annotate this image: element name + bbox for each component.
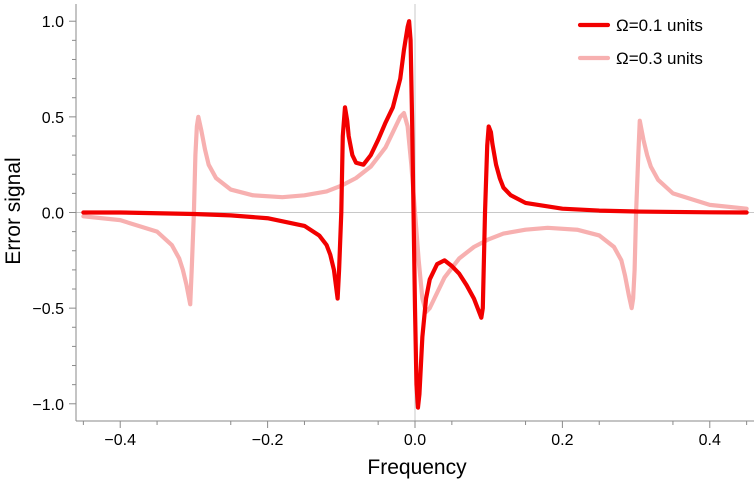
x-tick-label: 0.4 [699,432,721,449]
y-tick-label: −1.0 [32,397,64,414]
y-axis: −1.0 −0.5 0.0 0.5 1.0 [32,14,76,414]
x-tick-label: 0.0 [404,432,426,449]
x-axis: −0.4 −0.2 0.0 0.2 0.4 [82,421,748,449]
x-axis-title: Frequency [367,456,467,479]
y-tick-label: −0.5 [32,301,64,318]
legend-label: Ω=0.3 units [616,49,703,68]
y-tick-label: 1.0 [42,14,64,31]
series-layer [81,19,749,410]
x-tick-label: −0.2 [252,432,284,449]
x-tick-label: −0.4 [104,432,136,449]
y-axis-title: Error signal [2,157,25,264]
series-line-1 [81,19,749,410]
x-tick-label: 0.2 [551,432,573,449]
legend: Ω=0.1 units Ω=0.3 units [577,16,703,68]
y-tick-label: 0.0 [42,206,64,223]
y-tick-label: 0.5 [42,110,64,127]
legend-label: Ω=0.1 units [616,16,703,35]
